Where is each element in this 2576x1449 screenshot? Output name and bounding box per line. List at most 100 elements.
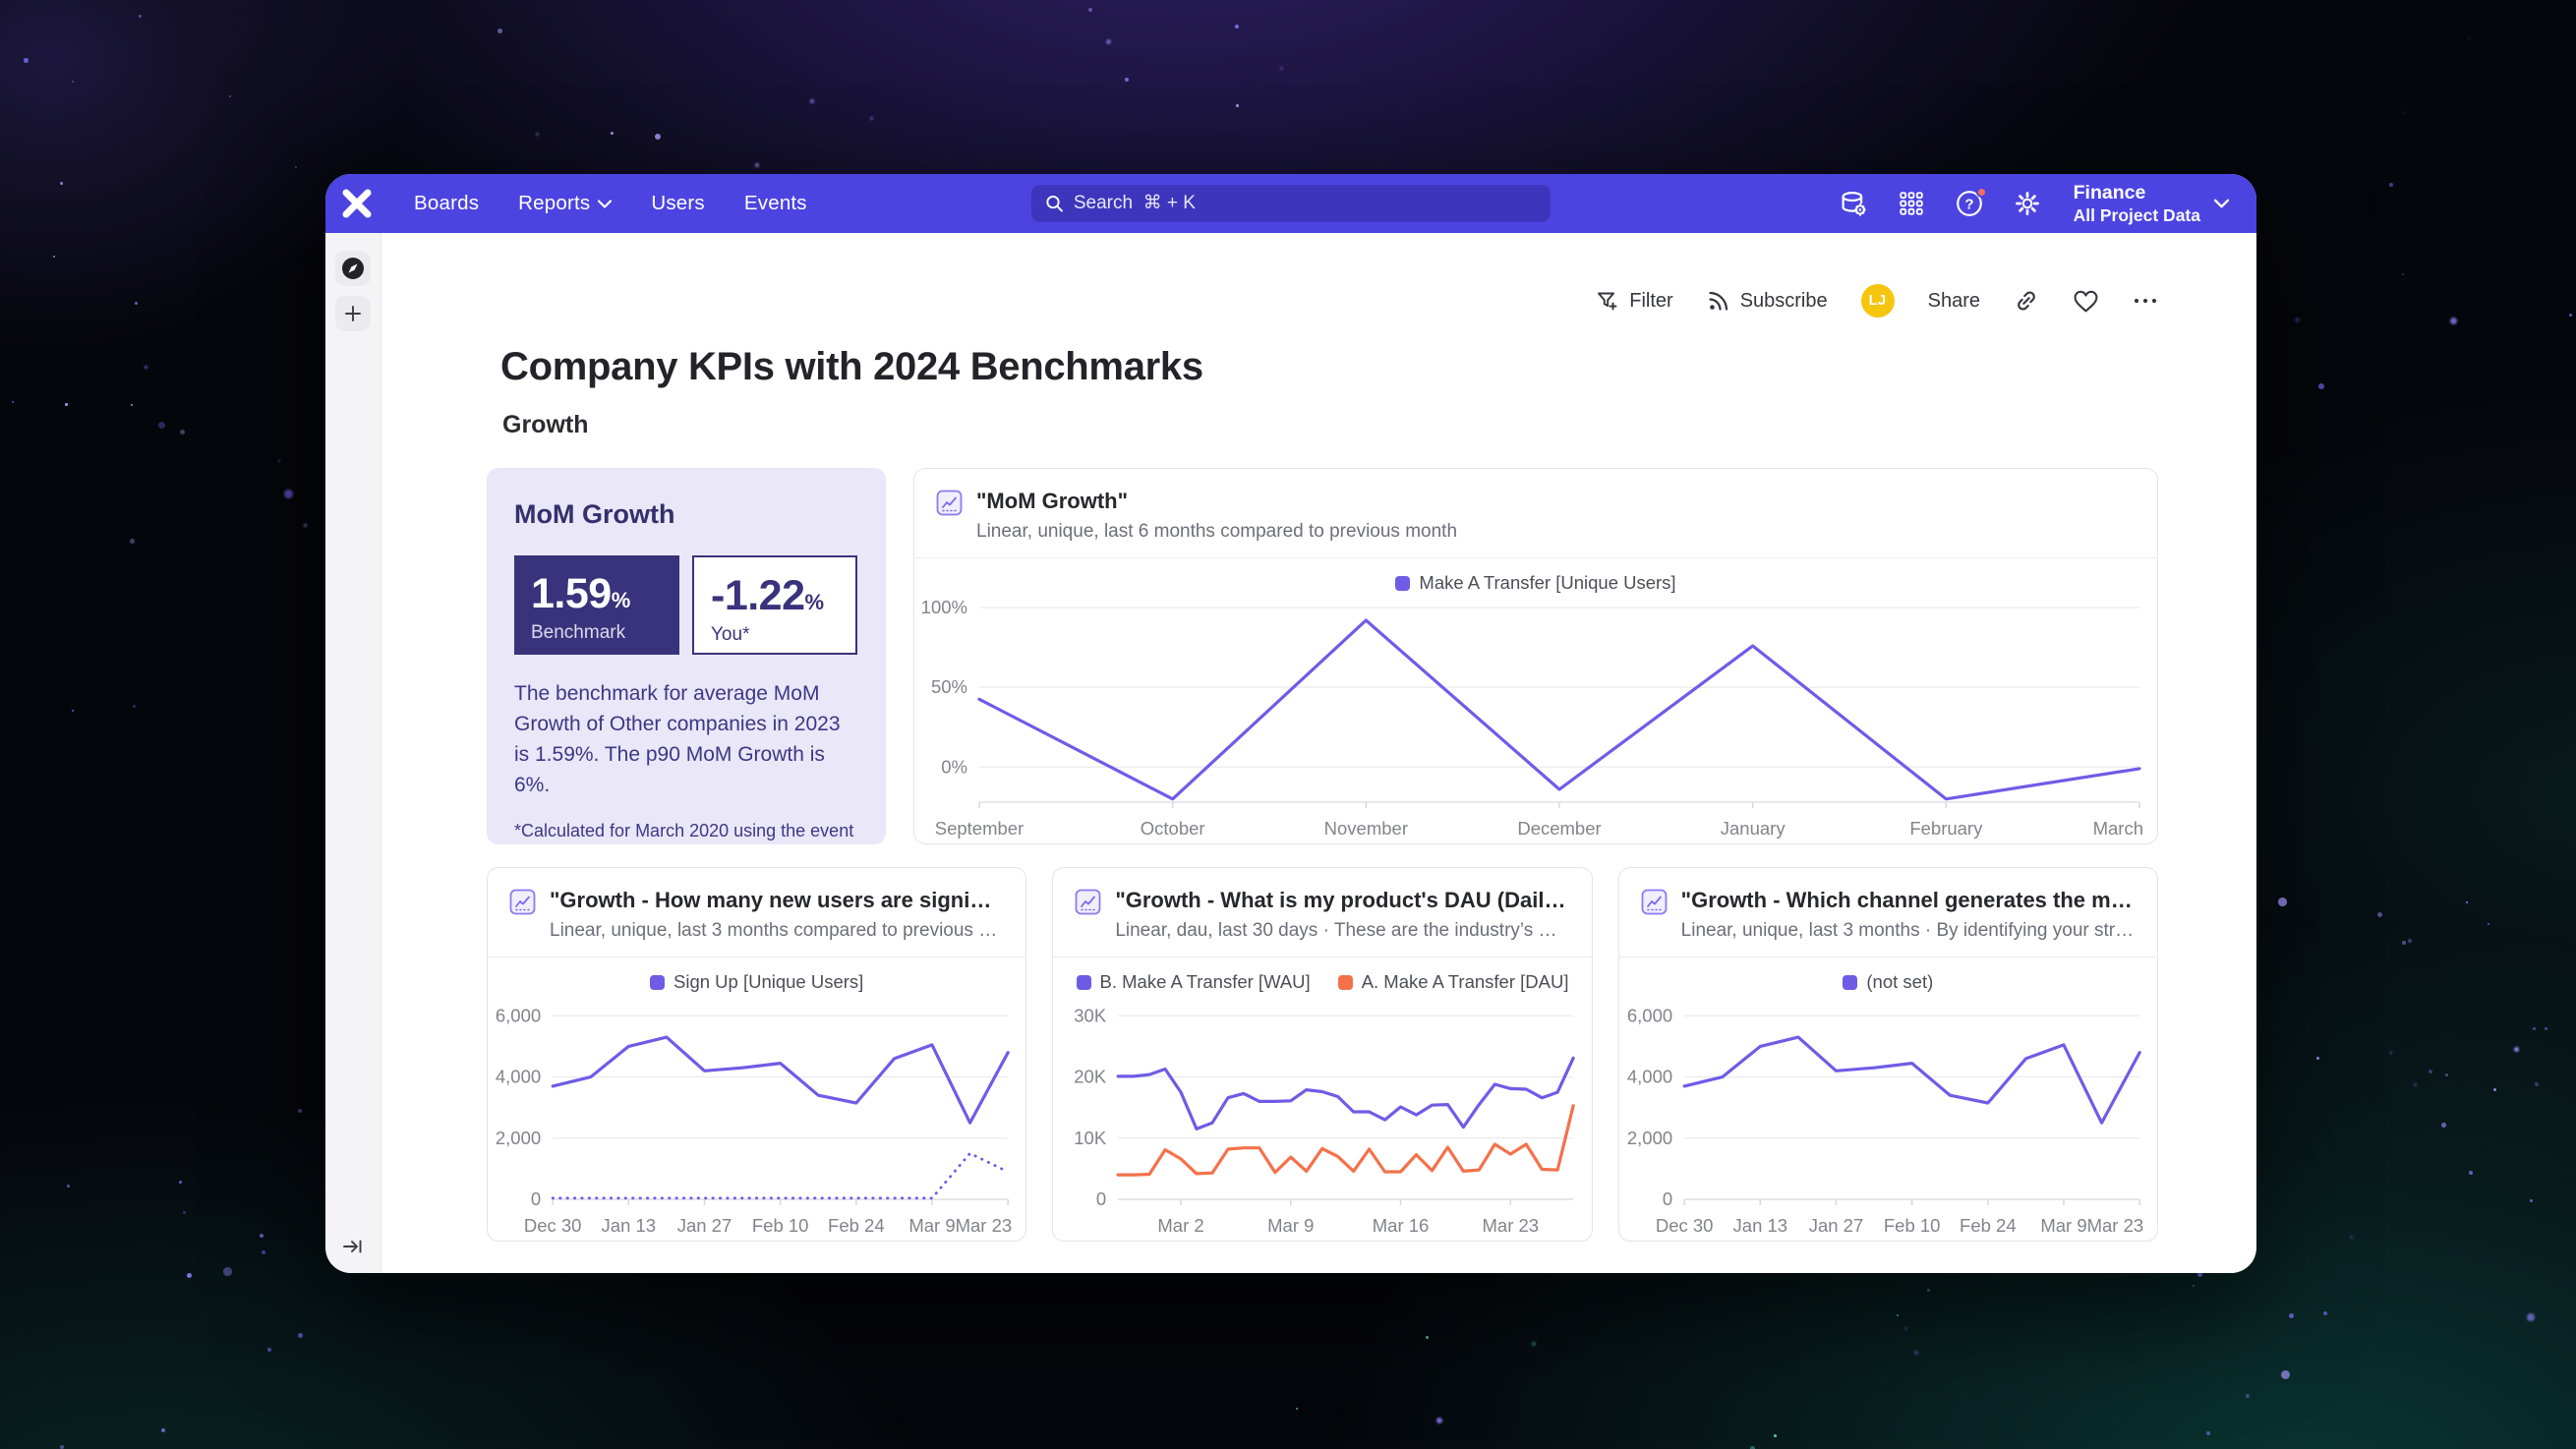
background-star-dot xyxy=(2429,1070,2432,1073)
background-star-dot xyxy=(2469,1171,2473,1175)
svg-text:10K: 10K xyxy=(1075,1128,1108,1148)
background-star-dot xyxy=(2389,183,2394,188)
background-star-dot xyxy=(1125,78,1130,83)
background-star-dot xyxy=(1914,1351,1919,1356)
line-chart-icon xyxy=(1641,889,1668,942)
legend-swatch xyxy=(1843,974,1858,990)
background-star-dot xyxy=(2414,1083,2418,1087)
notification-dot xyxy=(1975,187,1987,198)
nav-item-users[interactable]: Users xyxy=(651,192,705,214)
background-star-dot xyxy=(870,117,873,120)
background-star-dot xyxy=(2316,1057,2320,1061)
settings-gear-icon[interactable] xyxy=(2012,188,2043,219)
benchmark-card-title: MoM Growth xyxy=(514,499,675,529)
project-switcher[interactable]: Finance All Project Data xyxy=(2074,181,2229,225)
background-star-dot xyxy=(2390,1052,2393,1055)
chart-card-signups[interactable]: "Growth - How many new users are signing… xyxy=(487,867,1027,1242)
background-star-dot xyxy=(2441,1123,2446,1128)
nav-item-reports[interactable]: Reports xyxy=(518,192,613,215)
chart-subtitle: Linear, unique, last 3 months · By ident… xyxy=(1680,920,2136,941)
board-toolbar: Filter Subscribe LJ Share xyxy=(487,282,2158,319)
background-star-dot xyxy=(536,133,539,136)
background-star-dot xyxy=(260,1234,263,1238)
svg-text:30K: 30K xyxy=(1075,1005,1108,1025)
line-chart-icon xyxy=(936,490,963,543)
svg-text:February: February xyxy=(1909,818,1983,839)
search-input[interactable] xyxy=(1073,193,1537,214)
add-board-button[interactable] xyxy=(335,296,371,331)
dau-line-chart[interactable]: 30K 20K 10K 0 Mar 2 Mar 9 Mar 16 Mar 23 xyxy=(1053,993,1591,1241)
more-options-button[interactable] xyxy=(2133,297,2158,305)
chart-card-channels[interactable]: "Growth - Which channel generates the mo… xyxy=(1617,867,2158,1242)
chart-card-dau[interactable]: "Growth - What is my product's DAU (Dail… xyxy=(1052,867,1593,1242)
share-button[interactable]: Share xyxy=(1927,289,1980,312)
background-star-dot xyxy=(72,81,75,84)
background-star-dot xyxy=(229,95,232,98)
svg-text:Feb 24: Feb 24 xyxy=(1960,1215,2017,1236)
background-star-dot xyxy=(295,166,298,169)
chart-card-mom-growth[interactable]: "MoM Growth" Linear, unique, last 6 mont… xyxy=(913,468,2158,844)
rss-icon xyxy=(1709,291,1727,311)
explore-boards-button[interactable] xyxy=(335,251,371,286)
background-star-dot xyxy=(2246,1394,2250,1398)
background-star-dot xyxy=(1532,1342,1536,1346)
subscribe-button[interactable]: Subscribe xyxy=(1707,289,1828,313)
chart-title: "MoM Growth" xyxy=(976,489,1129,513)
background-star-dot xyxy=(284,490,293,498)
background-star-dot xyxy=(1774,1434,1777,1437)
favorite-button[interactable] xyxy=(2073,289,2099,314)
help-icon[interactable]: ? xyxy=(1954,187,1987,219)
board-canvas: Filter Subscribe LJ Share xyxy=(381,233,2256,1273)
background-star-dot xyxy=(1927,1289,1930,1292)
background-star-dot xyxy=(60,182,63,185)
chart-legend: Sign Up [Unique Users] xyxy=(498,971,1016,993)
expand-sidebar-button[interactable] xyxy=(335,1232,371,1261)
benchmark-footnote: *Calculated for March 2020 using the eve… xyxy=(514,821,854,841)
nav-item-boards[interactable]: Boards xyxy=(414,192,480,214)
signups-line-chart[interactable]: 6,000 4,000 2,000 0 Dec 30 Jan 13 Jan 27 Feb 10… xyxy=(488,993,1025,1241)
background-star-dot xyxy=(2408,939,2412,943)
link-icon xyxy=(2018,291,2035,311)
background-star-dot xyxy=(1236,104,1239,107)
project-subtitle: All Project Data xyxy=(2073,204,2200,225)
search-bar[interactable] xyxy=(1031,185,1551,222)
filter-button[interactable]: Filter xyxy=(1596,289,1673,313)
background-star-dot xyxy=(2403,112,2406,115)
svg-text:4,000: 4,000 xyxy=(1627,1067,1672,1087)
data-management-icon[interactable] xyxy=(1838,188,1869,219)
copy-link-button[interactable] xyxy=(2014,288,2039,314)
background-star-dot xyxy=(2295,318,2300,322)
svg-text:Feb 10: Feb 10 xyxy=(752,1215,809,1236)
app-window: Boards Reports Users Events xyxy=(325,174,2256,1273)
background-star-dot xyxy=(2377,912,2383,918)
heart-icon xyxy=(2074,290,2098,312)
mixpanel-logo-icon[interactable] xyxy=(341,188,373,219)
background-star-dot xyxy=(2514,1047,2520,1053)
legend-swatch xyxy=(1076,974,1091,990)
chart-subtitle: Linear, unique, last 6 months compared t… xyxy=(976,521,1458,542)
legend-item[interactable]: (not set) xyxy=(1843,971,1933,993)
background-star-dot xyxy=(180,430,186,435)
background-star-dot xyxy=(2193,1285,2195,1287)
background-star-dot xyxy=(187,1273,192,1278)
background-star-dot xyxy=(1904,1327,1907,1330)
svg-text:0%: 0% xyxy=(941,756,967,777)
legend-item[interactable]: Make A Transfer [Unique Users] xyxy=(1395,572,1676,594)
mom-growth-line-chart[interactable]: 100% 50% 0% September October November Decembe… xyxy=(914,594,2157,843)
apps-grid-icon[interactable] xyxy=(1896,188,1927,219)
legend-item[interactable]: B. Make A Transfer [WAU] xyxy=(1076,971,1311,993)
legend-label: (not set) xyxy=(1866,971,1934,992)
user-avatar[interactable]: LJ xyxy=(1860,284,1895,318)
benchmark-card[interactable]: MoM Growth 1.59% Benchmark -1.22% You* T… xyxy=(487,468,886,844)
background-star-dot xyxy=(298,1109,303,1114)
svg-text:Dec 30: Dec 30 xyxy=(1656,1215,1714,1236)
svg-text:0: 0 xyxy=(1663,1188,1672,1209)
filter-funnel-icon xyxy=(1598,292,1617,311)
legend-item[interactable]: Sign Up [Unique Users] xyxy=(650,971,863,993)
legend-label: Make A Transfer [Unique Users] xyxy=(1419,572,1676,593)
background-star-dot xyxy=(1897,1314,1900,1317)
nav-item-events[interactable]: Events xyxy=(743,192,807,214)
legend-swatch xyxy=(650,974,665,990)
channels-line-chart[interactable]: 6,000 4,000 2,000 0 Dec 30 Jan 13 Jan 27 Feb 10… xyxy=(1619,993,2157,1241)
legend-item[interactable]: A. Make A Transfer [DAU] xyxy=(1337,971,1568,993)
